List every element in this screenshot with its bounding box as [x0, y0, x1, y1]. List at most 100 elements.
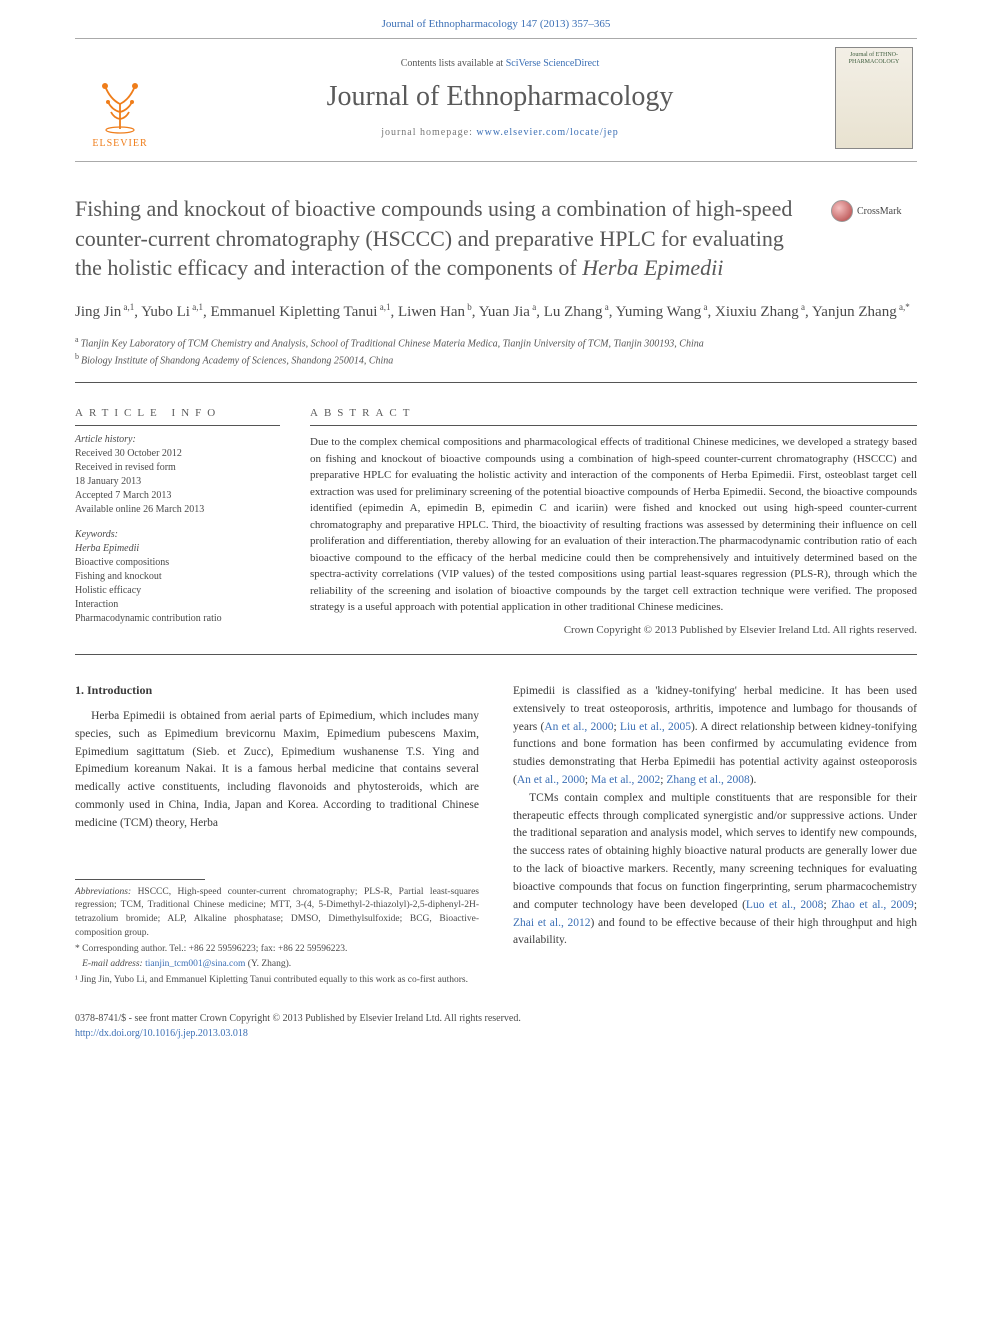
elsevier-logo: ELSEVIER	[80, 59, 160, 149]
keyword: Bioactive compositions	[75, 556, 280, 570]
author-sup: b	[465, 302, 472, 312]
journal-homepage-link[interactable]: www.elsevier.com/locate/jep	[476, 127, 618, 138]
affiliation: a Tianjin Key Laboratory of TCM Chemistr…	[75, 334, 917, 351]
abstract-copyright: Crown Copyright © 2013 Published by Else…	[310, 624, 917, 636]
cite-an-2000-b[interactable]: An et al., 2000	[517, 774, 585, 786]
crossmark-label: CrossMark	[857, 206, 901, 217]
keywords-lines: Herba EpimediiBioactive compositionsFish…	[75, 542, 280, 626]
abstract-rule	[310, 425, 917, 426]
rule-below-banner	[75, 161, 917, 162]
cite-zhao-2009[interactable]: Zhao et al., 2009	[831, 899, 914, 911]
p1b-m5: ).	[750, 774, 757, 786]
p2-pre: TCMs contain complex and multiple consti…	[513, 792, 917, 911]
page: Journal of Ethnopharmacology 147 (2013) …	[0, 0, 992, 1081]
section-1-heading: 1. Introduction	[75, 683, 479, 698]
author: Yanjun Zhang a,*	[812, 304, 910, 320]
doi-prefix-link[interactable]: http://dx.doi.org/	[75, 1028, 143, 1039]
elsevier-wordmark: ELSEVIER	[92, 138, 147, 149]
keyword: Pharmacodynamic contribution ratio	[75, 612, 280, 626]
journal-cover-thumbnail: Journal of ETHNO-PHARMACOLOGY	[835, 47, 913, 149]
article-history-label: Article history:	[75, 434, 280, 445]
intro-p2: TCMs contain complex and multiple consti…	[513, 790, 917, 950]
page-footer: 0378-8741/$ - see front matter Crown Cop…	[75, 1012, 917, 1041]
author: Xiuxiu Zhang a	[715, 304, 805, 320]
footnotes: Abbreviations: HSCCC, High-speed counter…	[75, 886, 479, 988]
history-line: Accepted 7 March 2013	[75, 489, 280, 503]
footer-copyright: 0378-8741/$ - see front matter Crown Cop…	[75, 1012, 917, 1027]
footnotes-rule	[75, 879, 205, 880]
crossmark-badge[interactable]: CrossMark	[831, 200, 917, 222]
author: Yuan Jia a	[479, 304, 537, 320]
email-suffix: (Y. Zhang).	[245, 959, 291, 969]
author-list: Jing Jin a,1, Yubo Li a,1, Emmanuel Kipl…	[75, 301, 917, 324]
keyword: Herba Epimedii	[75, 542, 280, 556]
journal-name: Journal of Ethnopharmacology	[177, 81, 823, 113]
cite-zhai-2012[interactable]: Zhai et al., 2012	[513, 917, 591, 929]
author-sup: a,*	[897, 302, 910, 312]
banner-center: Contents lists available at SciVerse Sci…	[177, 47, 823, 149]
author-sup: a,1	[377, 302, 390, 312]
sciencedirect-link[interactable]: SciVerse ScienceDirect	[506, 58, 600, 69]
info-abstract-row: article info Article history: Received 3…	[75, 407, 917, 636]
history-line: 18 January 2013	[75, 475, 280, 489]
keyword: Fishing and knockout	[75, 570, 280, 584]
issue-reference-link[interactable]: Journal of Ethnopharmacology 147 (2013) …	[75, 0, 917, 38]
affiliation: b Biology Institute of Shandong Academy …	[75, 351, 917, 368]
history-line: Received 30 October 2012	[75, 447, 280, 461]
contents-prefix: Contents lists available at	[401, 58, 506, 69]
title-italic: Herba Epimedii	[582, 255, 723, 280]
cite-liu-2005[interactable]: Liu et al., 2005	[620, 721, 691, 733]
article-title-block: Fishing and knockout of bioactive compou…	[75, 194, 917, 283]
p2-m2: ;	[914, 899, 917, 911]
cite-luo-2008[interactable]: Luo et al., 2008	[746, 899, 824, 911]
rule-below-affil	[75, 382, 917, 383]
intro-p1-right: Epimedii is classified as a 'kidney-toni…	[513, 683, 917, 790]
cite-zhang-2008[interactable]: Zhang et al., 2008	[666, 774, 749, 786]
journal-banner: ELSEVIER Contents lists available at Sci…	[75, 39, 917, 161]
article-title: Fishing and knockout of bioactive compou…	[75, 194, 815, 283]
history-line: Available online 26 March 2013	[75, 503, 280, 517]
footnote-email: E-mail address: tianjin_tcm001@sina.com …	[75, 958, 479, 972]
keyword: Interaction	[75, 598, 280, 612]
crossmark-icon	[831, 200, 853, 222]
footnote-corresponding: * Corresponding author. Tel.: +86 22 595…	[75, 943, 479, 957]
article-history-lines: Received 30 October 2012Received in revi…	[75, 447, 280, 517]
corresponding-email-link[interactable]: tianjin_tcm001@sina.com	[143, 959, 246, 969]
cover-title-text: Journal of ETHNO-PHARMACOLOGY	[840, 52, 908, 66]
history-line: Received in revised form	[75, 461, 280, 475]
article-info-heading: article info	[75, 407, 280, 425]
body-columns: 1. Introduction Herba Epimedii is obtain…	[75, 683, 917, 990]
author-sup: a	[530, 302, 536, 312]
author-sup: a	[602, 302, 608, 312]
abstract-body: Due to the complex chemical compositions…	[310, 434, 917, 616]
article-info-column: article info Article history: Received 3…	[75, 407, 280, 636]
body-column-left: 1. Introduction Herba Epimedii is obtain…	[75, 683, 479, 990]
author: Lu Zhang a	[544, 304, 609, 320]
info-rule	[75, 425, 280, 426]
cite-ma-2002[interactable]: Ma et al., 2002	[591, 774, 660, 786]
author-sup: a	[799, 302, 805, 312]
footer-doi-line: http://dx.doi.org/10.1016/j.jep.2013.03.…	[75, 1027, 917, 1042]
affiliation-sup: a	[75, 335, 81, 344]
footnote-cofirst: ¹ Jing Jin, Yubo Li, and Emmanuel Kiplet…	[75, 974, 479, 988]
rule-below-abstract	[75, 654, 917, 655]
elsevier-tree-icon	[90, 74, 150, 134]
keyword: Holistic efficacy	[75, 584, 280, 598]
author: Yuming Wang a	[616, 304, 708, 320]
doi-link[interactable]: 10.1016/j.jep.2013.03.018	[143, 1028, 248, 1039]
author: Yubo Li a,1	[141, 304, 203, 320]
footnote-abbreviations: Abbreviations: HSCCC, High-speed counter…	[75, 886, 479, 941]
abbrev-label: Abbreviations:	[75, 887, 131, 897]
cite-an-2000-a[interactable]: An et al., 2000	[544, 721, 613, 733]
contents-lists-line: Contents lists available at SciVerse Sci…	[177, 58, 823, 69]
keywords-label: Keywords:	[75, 529, 280, 540]
author-sup: a,1	[121, 302, 134, 312]
body-column-right: Epimedii is classified as a 'kidney-toni…	[513, 683, 917, 990]
author-sup: a	[701, 302, 707, 312]
intro-p1-left: Herba Epimedii is obtained from aerial p…	[75, 708, 479, 833]
abbrev-text: HSCCC, High-speed counter-current chroma…	[75, 887, 479, 938]
author: Jing Jin a,1	[75, 304, 134, 320]
abstract-heading: abstract	[310, 407, 917, 425]
email-label: E-mail address:	[82, 959, 143, 969]
cover-thumbnail-slot: Journal of ETHNO-PHARMACOLOGY	[835, 47, 917, 149]
